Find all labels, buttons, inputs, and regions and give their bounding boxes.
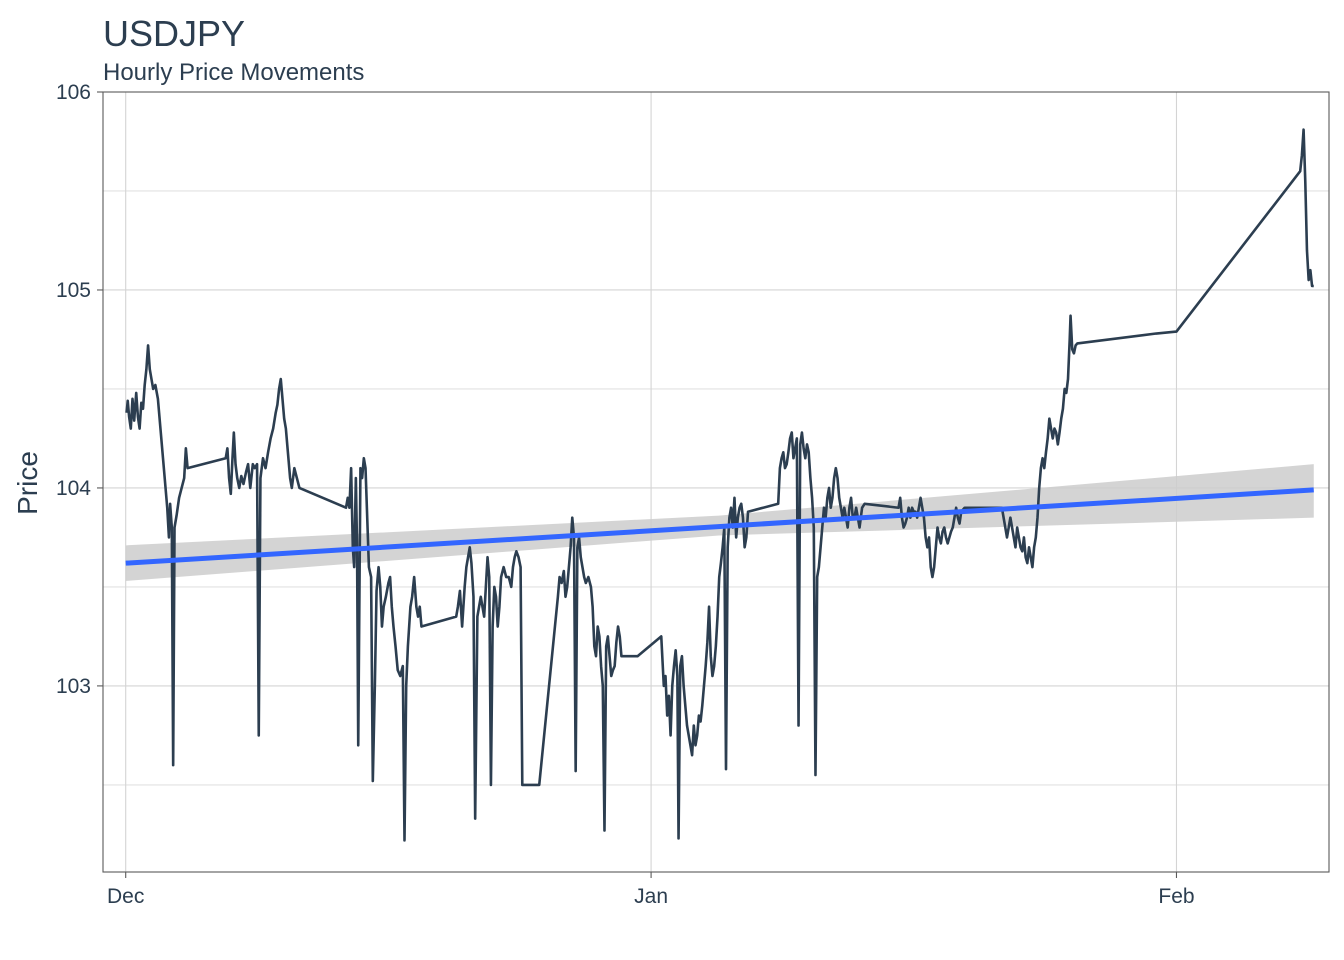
x-tick-label: Dec bbox=[107, 885, 144, 908]
trend-line bbox=[125, 487, 1314, 566]
chart-title: USDJPY bbox=[103, 13, 245, 54]
axes: 103 104 105 106 Dec Jan Feb bbox=[56, 81, 1195, 908]
price-line bbox=[125, 128, 1314, 842]
y-tick-label: 106 bbox=[56, 81, 91, 104]
grid bbox=[103, 91, 1329, 872]
plot-marks bbox=[125, 128, 1314, 842]
plot-frame bbox=[102, 91, 1330, 873]
confidence-band bbox=[125, 464, 1314, 581]
y-tick-label: 104 bbox=[56, 477, 91, 500]
y-tick-label: 103 bbox=[56, 675, 91, 698]
x-tick-label: Feb bbox=[1158, 885, 1194, 908]
y-tick-label: 105 bbox=[56, 279, 91, 302]
chart-subtitle: Hourly Price Movements bbox=[103, 59, 364, 86]
y-axis-label: Price bbox=[12, 451, 43, 515]
x-tick-label: Jan bbox=[634, 885, 668, 908]
